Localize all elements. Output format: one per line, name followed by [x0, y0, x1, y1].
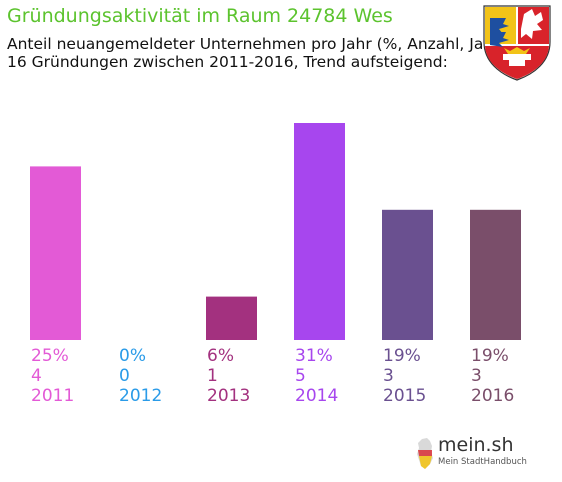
count-label-2015: 3: [383, 366, 394, 386]
count-label-2012: 0: [119, 366, 130, 386]
percent-label-2016: 19%: [471, 346, 509, 366]
year-label-2013: 2013: [207, 386, 251, 406]
germany-map-icon: [417, 438, 433, 469]
bar-2014: [294, 123, 345, 340]
year-label-2012: 2012: [119, 386, 163, 406]
chart-title: Gründungsaktivität im Raum 24784 Wes: [7, 5, 393, 27]
logo-text: mein.sh: [438, 434, 514, 456]
bar-2015: [382, 209, 433, 340]
chart-subtitle-line-2: 16 Gründungen zwischen 2011-2016, Trend …: [7, 53, 448, 71]
coat-of-arms-icon: [483, 5, 551, 81]
count-label-2011: 4: [31, 366, 42, 386]
percent-label-2011: 25%: [31, 346, 69, 366]
year-label-2015: 2015: [383, 386, 427, 406]
bar-2013: [206, 296, 257, 340]
logo-subtext: Mein StadtHandbuch: [438, 457, 527, 467]
chart-subtitle-line-1: Anteil neuangemeldeter Unternehmen pro J…: [7, 35, 506, 53]
mein-sh-logo: mein.sh Mein StadtHandbuch: [416, 434, 527, 474]
percent-label-2015: 19%: [383, 346, 421, 366]
percent-label-2014: 31%: [295, 346, 333, 366]
bar-2011: [30, 166, 81, 340]
count-label-2016: 3: [471, 366, 482, 386]
chart-subtitle: Anteil neuangemeldeter Unternehmen pro J…: [7, 35, 506, 71]
count-label-2014: 5: [295, 366, 306, 386]
percent-label-2012: 0%: [119, 346, 146, 366]
count-label-2013: 1: [207, 366, 218, 386]
year-label-2016: 2016: [471, 386, 515, 406]
year-label-2011: 2011: [31, 386, 75, 406]
percent-label-2013: 6%: [207, 346, 234, 366]
year-label-2014: 2014: [295, 386, 339, 406]
bar-2016: [470, 209, 521, 340]
